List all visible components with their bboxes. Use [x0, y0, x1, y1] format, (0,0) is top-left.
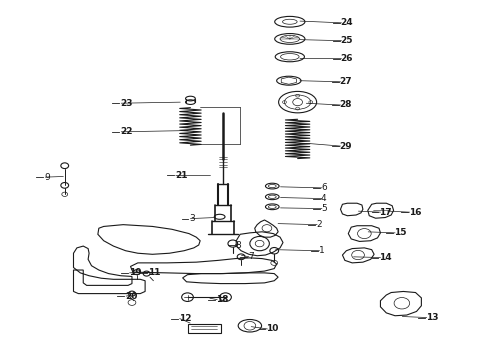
Text: 11: 11: [148, 268, 161, 277]
Text: 16: 16: [409, 208, 421, 217]
Text: 2: 2: [316, 220, 322, 229]
Text: 1: 1: [318, 246, 324, 255]
Text: 15: 15: [394, 228, 407, 237]
Text: 20: 20: [125, 292, 138, 301]
Text: 10: 10: [267, 324, 279, 333]
Text: 18: 18: [216, 295, 229, 304]
Text: 5: 5: [321, 204, 327, 213]
Text: 27: 27: [340, 77, 352, 86]
Text: 3: 3: [190, 214, 195, 223]
Text: 22: 22: [120, 127, 133, 136]
Text: 12: 12: [179, 314, 191, 323]
Text: 17: 17: [379, 208, 392, 217]
Text: 28: 28: [340, 100, 352, 109]
Text: 13: 13: [426, 313, 438, 322]
Text: 29: 29: [340, 141, 352, 150]
Text: 24: 24: [341, 18, 353, 27]
Text: 4: 4: [321, 194, 327, 203]
Text: 19: 19: [128, 268, 141, 277]
Text: 9: 9: [44, 173, 50, 182]
Text: 26: 26: [341, 54, 353, 63]
Text: 23: 23: [120, 99, 133, 108]
Text: 21: 21: [175, 171, 187, 180]
Text: 6: 6: [321, 183, 327, 192]
Text: 25: 25: [341, 36, 353, 45]
Text: 7: 7: [248, 252, 254, 261]
Text: 14: 14: [379, 253, 392, 262]
Text: 8: 8: [236, 240, 242, 249]
